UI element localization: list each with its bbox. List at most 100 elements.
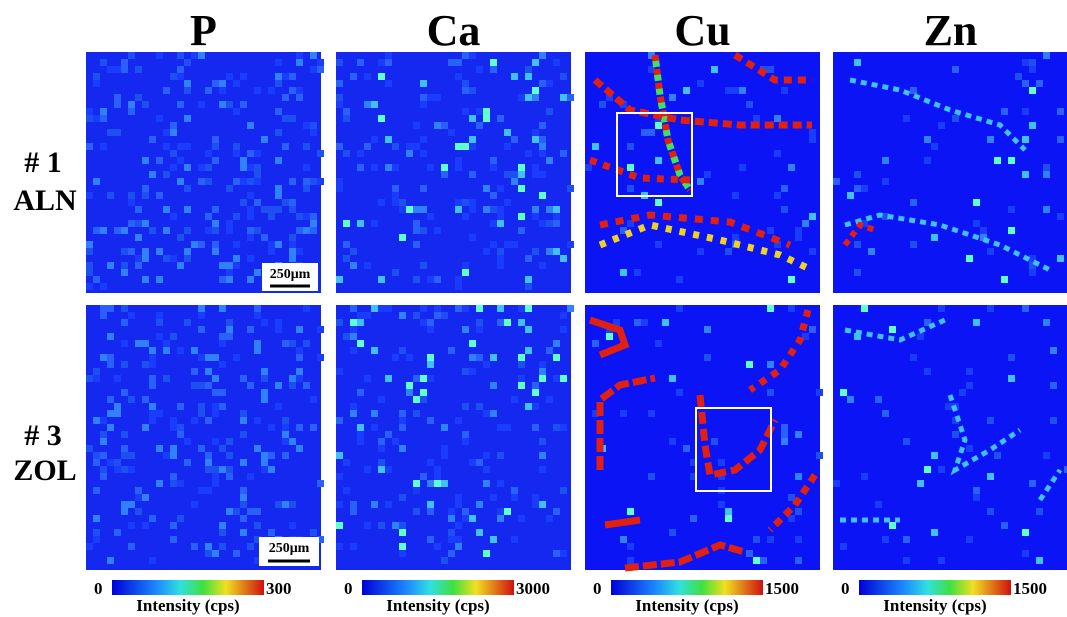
- map-pixel: [525, 66, 532, 73]
- streak: [588, 316, 630, 359]
- map-pixel: [240, 164, 247, 171]
- map-pixel: [497, 515, 504, 522]
- map-pixel: [546, 347, 553, 354]
- map-pixel: [413, 396, 420, 403]
- map-pixel: [455, 305, 462, 312]
- map-pixel: [247, 164, 254, 171]
- map-pixel: [861, 305, 868, 312]
- map-pixel: [191, 417, 198, 424]
- map-pixel: [455, 417, 462, 424]
- map-pixel: [833, 480, 840, 487]
- map-pixel: [107, 361, 114, 368]
- map-pixel: [399, 417, 406, 424]
- map-pixel: [497, 262, 504, 269]
- map-pixel: [455, 522, 462, 529]
- map-pixel: [254, 171, 261, 178]
- map-pixel: [275, 185, 282, 192]
- map-pixel: [546, 157, 553, 164]
- map-pixel: [191, 368, 198, 375]
- map-pixel: [462, 368, 469, 375]
- map-pixel: [455, 536, 462, 543]
- map-pixel: [462, 213, 469, 220]
- map-pixel: [128, 199, 135, 206]
- map-pixel: [648, 66, 655, 73]
- cu-streaks: [588, 52, 818, 572]
- map-pixel: [420, 227, 427, 234]
- map-pixel: [93, 80, 100, 87]
- zn-streak: [947, 394, 1022, 476]
- map-pixel: [378, 459, 385, 466]
- map-pixel: [317, 326, 324, 333]
- map-pixel: [469, 459, 476, 466]
- map-pixel: [282, 115, 289, 122]
- map-pixel: [1050, 347, 1057, 354]
- map-pixel: [399, 550, 406, 557]
- map-pixel: [107, 396, 114, 403]
- map-pixel: [170, 536, 177, 543]
- map-pixel: [980, 227, 987, 234]
- map-pixel: [135, 508, 142, 515]
- map-pixel: [296, 375, 303, 382]
- map-pixel: [399, 529, 406, 536]
- map-pixel: [268, 452, 275, 459]
- map-pixel: [462, 262, 469, 269]
- map-pixel: [289, 438, 296, 445]
- map-pixel: [289, 234, 296, 241]
- map-pixel: [525, 347, 532, 354]
- map-pixel: [184, 206, 191, 213]
- map-pixel: [469, 199, 476, 206]
- map-pixel: [184, 459, 191, 466]
- map-pixel: [177, 143, 184, 150]
- map-pixel: [462, 403, 469, 410]
- colorbar: 0 300 Intensity (cps): [94, 579, 292, 615]
- map-pixel: [121, 248, 128, 255]
- map-pixel: [275, 80, 282, 87]
- map-pixel: [163, 375, 170, 382]
- map-pixel: [170, 522, 177, 529]
- map-pixel: [427, 319, 434, 326]
- map-pixel: [469, 368, 476, 375]
- map-pixel: [275, 326, 282, 333]
- map-pixel: [226, 466, 233, 473]
- map-pixel: [553, 220, 560, 227]
- map-pixel: [219, 262, 226, 269]
- map-pixel: [483, 108, 490, 115]
- map-pixel: [546, 248, 553, 255]
- map-pixel: [532, 87, 539, 94]
- map-pixel: [226, 220, 233, 227]
- map-pixel: [282, 199, 289, 206]
- map-pixel: [413, 487, 420, 494]
- map-pixel: [184, 185, 191, 192]
- map-pixel: [343, 333, 350, 340]
- map-pixel: [504, 424, 511, 431]
- map-pixel: [539, 220, 546, 227]
- map-pixel: [93, 227, 100, 234]
- map-pixel: [163, 171, 170, 178]
- map-pixel: [518, 213, 525, 220]
- map-pixel: [539, 80, 546, 87]
- map-pixel: [889, 326, 896, 333]
- map-pixel: [455, 494, 462, 501]
- map-pixel: [774, 115, 781, 122]
- map-pixel: [149, 136, 156, 143]
- map-pixel: [205, 178, 212, 185]
- map-pixel: [149, 515, 156, 522]
- map-pixel: [282, 73, 289, 80]
- map-pixel: [676, 276, 683, 283]
- map-pixel: [560, 94, 567, 101]
- map-pixel: [553, 213, 560, 220]
- map-pixel: [128, 101, 135, 108]
- map-pixel: [641, 129, 648, 136]
- map-pixel: [441, 164, 448, 171]
- map-pixel: [711, 438, 718, 445]
- map-pixel: [455, 283, 462, 290]
- map-pixel: [725, 508, 732, 515]
- map-pixel: [497, 220, 504, 227]
- map-pixel: [427, 354, 434, 361]
- map-pixel: [385, 501, 392, 508]
- map-pixel: [504, 199, 511, 206]
- map-pixel: [809, 129, 816, 136]
- map-pixel: [406, 354, 413, 361]
- map-pixel: [177, 234, 184, 241]
- map-pixel: [107, 557, 114, 564]
